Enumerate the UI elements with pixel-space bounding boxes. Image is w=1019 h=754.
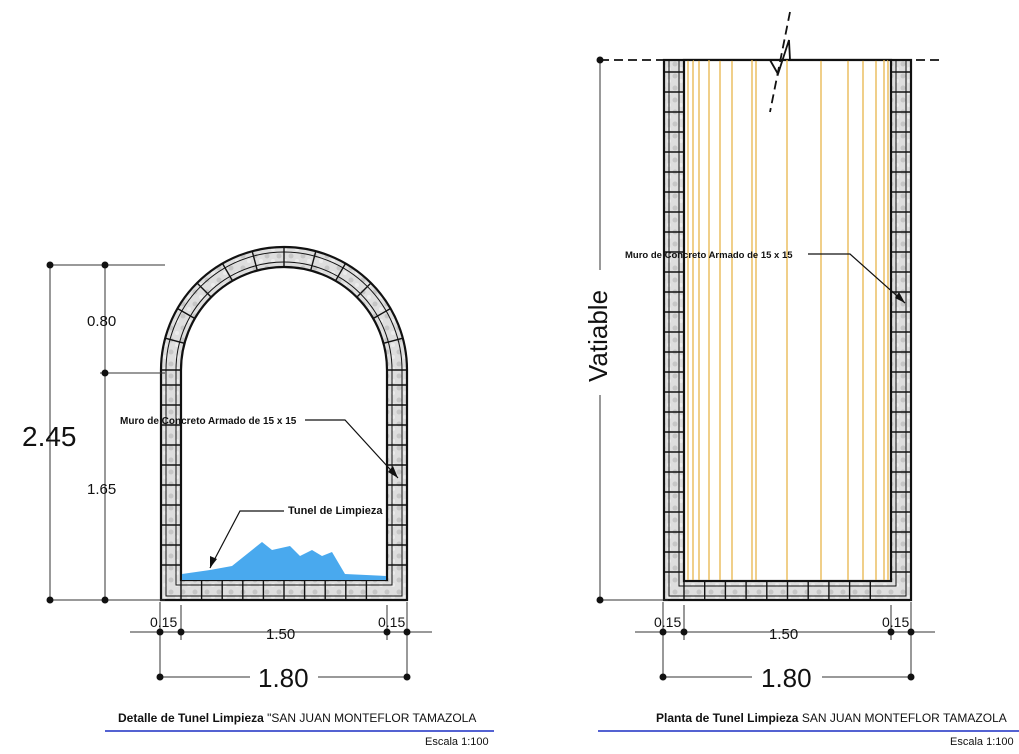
tunnel-section-detail xyxy=(159,245,409,602)
wall-label-left: Muro de Concreto Armado de 15 x 15 xyxy=(120,416,297,427)
dim-total-height: 2.45 xyxy=(22,421,77,452)
right-scale: Escala 1:100 xyxy=(950,736,1014,748)
left-dimension-points xyxy=(46,261,411,681)
dim-variable-height: Vatiable xyxy=(583,290,613,382)
dim-plan-left-wall: 0.15 xyxy=(654,614,681,630)
right-dimension-points xyxy=(596,56,915,681)
right-title-bold: Planta de Tunel Limpieza xyxy=(656,711,799,725)
right-title: Planta de Tunel Limpieza SAN JUAN MONTEF… xyxy=(656,711,1007,725)
dim-arch-height: 0.80 xyxy=(87,313,116,330)
tunnel-label: Tunel de Limpieza xyxy=(288,505,383,517)
dim-right-wall-thickness: 0.15 xyxy=(378,614,405,630)
plan-wall-rebar-ticks xyxy=(664,71,911,600)
dim-plan-inner-width: 1.50 xyxy=(769,626,798,643)
plan-rebars xyxy=(687,60,889,580)
right-title-rest: SAN JUAN MONTEFLOR TAMAZOLA xyxy=(802,711,1007,725)
wall-label-right: Muro de Concreto Armado de 15 x 15 xyxy=(625,250,793,261)
left-scale: Escala 1:100 xyxy=(425,736,489,748)
dim-left-wall-thickness: 0.15 xyxy=(150,614,177,630)
left-title-rest: "SAN JUAN MONTEFLOR TAMAZOLA xyxy=(267,711,476,725)
wall-leader-left xyxy=(305,419,399,479)
wall-rebar-ticks xyxy=(161,247,407,600)
wall-leader-right xyxy=(808,253,906,304)
tunnel-leader xyxy=(209,510,284,569)
dim-plan-total-width: 1.80 xyxy=(761,663,812,693)
tunnel-plan xyxy=(662,58,913,602)
dim-inner-width: 1.50 xyxy=(266,626,295,643)
water-fill xyxy=(182,542,386,580)
left-title-bold: Detalle de Tunel Limpieza xyxy=(118,711,264,725)
dim-total-width: 1.80 xyxy=(258,663,309,693)
dim-plan-right-wall: 0.15 xyxy=(882,614,909,630)
break-line xyxy=(600,11,940,113)
tunnel-opening xyxy=(179,265,389,582)
dim-wall-height: 1.65 xyxy=(87,481,116,498)
left-title: Detalle de Tunel Limpieza "SAN JUAN MONT… xyxy=(118,711,476,725)
